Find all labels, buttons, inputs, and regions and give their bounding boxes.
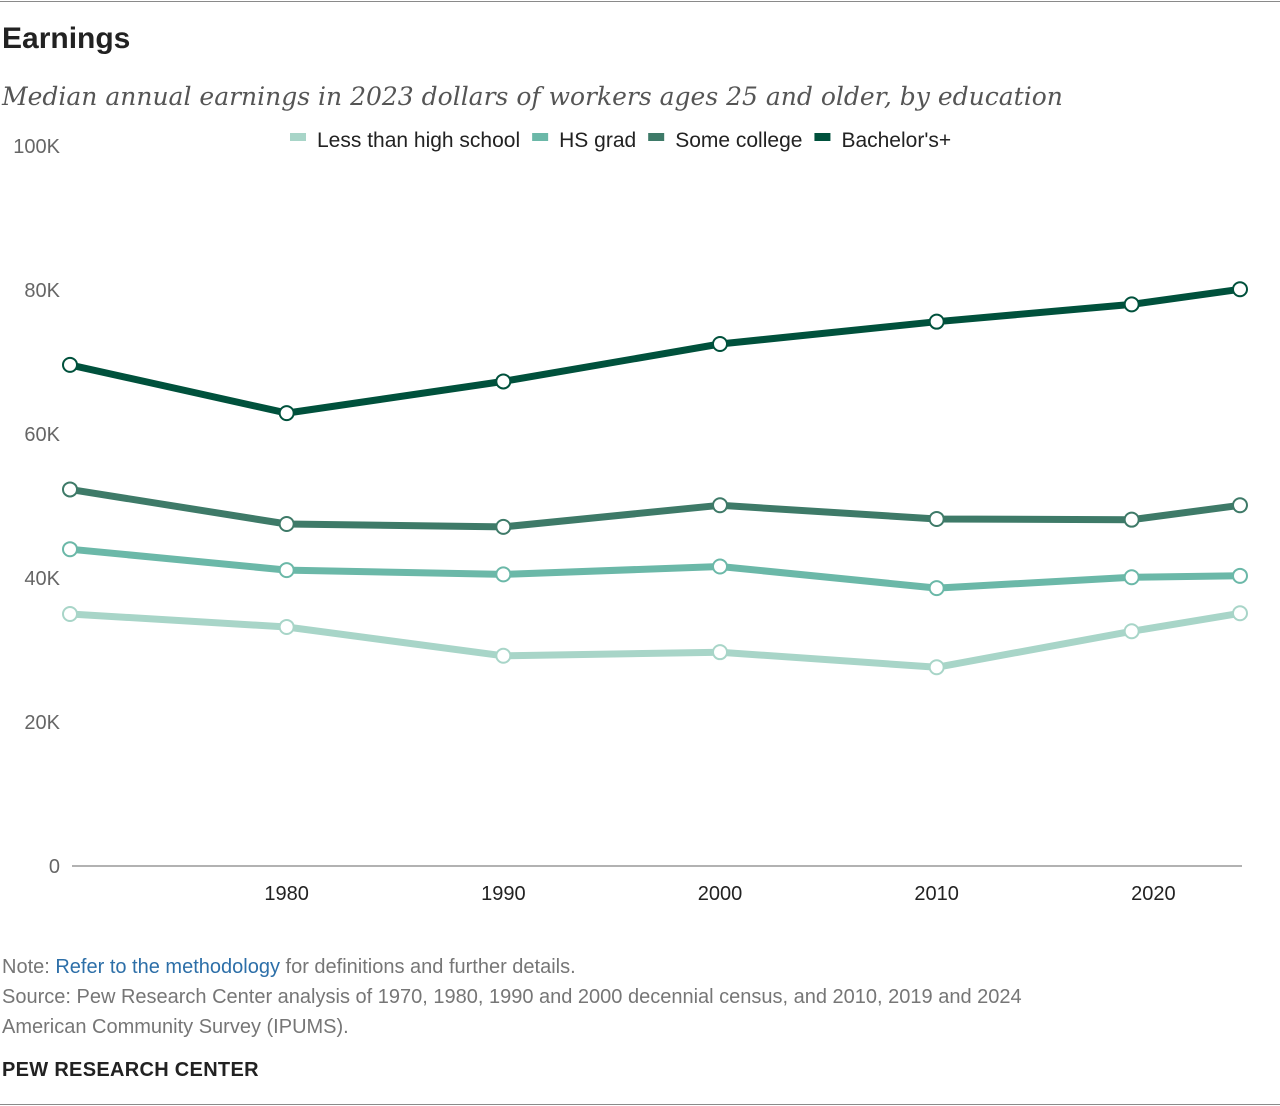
y-tick-label: 20K: [24, 712, 60, 734]
y-tick-label: 40K: [24, 568, 60, 590]
x-tick-label: 2010: [914, 883, 959, 905]
legend-swatch: [648, 133, 665, 141]
data-point: [62, 606, 78, 622]
series-line: [66, 609, 1244, 671]
data-point: [928, 580, 945, 597]
data-point: [62, 481, 78, 498]
data-point: [928, 510, 945, 527]
y-tick-label: 80K: [24, 280, 60, 302]
legend-label: HS grad: [559, 129, 636, 152]
data-point: [928, 659, 945, 676]
data-point: [495, 518, 512, 535]
series-line: [66, 285, 1244, 417]
legend-label: Less than high school: [317, 129, 520, 152]
chart-notes: Note: Refer to the methodology for defin…: [2, 952, 1272, 1042]
legend-swatch: [532, 133, 549, 141]
data-point: [495, 373, 512, 390]
legend-swatch: [290, 133, 306, 141]
x-axis-labels: 1980 1990 2000 2010 2020: [264, 883, 1175, 905]
data-point: [712, 644, 728, 661]
chart-legend: Less than high school HS grad Some college…: [290, 129, 951, 152]
top-rule: [0, 1, 1280, 2]
data-point: [1123, 569, 1140, 586]
data-point: [1123, 623, 1140, 640]
chart-title: Earnings: [2, 22, 131, 55]
data-point: [278, 562, 295, 579]
data-point: [712, 336, 728, 352]
data-point: [278, 516, 295, 532]
data-point: [278, 618, 295, 635]
data-point: [495, 566, 512, 583]
x-tick-label: 2020: [1131, 883, 1176, 905]
x-tick-label: 1980: [264, 883, 309, 905]
y-axis-labels: 0 20K 40K 60K 80K 100K: [13, 136, 60, 878]
series-lines: [66, 285, 1244, 671]
x-tick-label: 2000: [698, 883, 743, 905]
legend-label: Some college: [675, 129, 802, 152]
x-tick-label: 1990: [481, 883, 526, 905]
line-chart: Less than high school HS grad Some college…: [13, 129, 1248, 905]
data-point: [1123, 511, 1140, 528]
series-points: [62, 281, 1248, 676]
legend-label: Bachelor's+: [841, 129, 951, 152]
source-line-1: Source: Pew Research Center analysis of …: [2, 986, 1022, 1008]
bottom-rule: [0, 1104, 1280, 1105]
y-tick-label: 0: [49, 856, 60, 878]
note-line: Note: Refer to the methodology for defin…: [2, 952, 1272, 982]
note-suffix: for definitions and further details.: [279, 956, 576, 978]
source-line-2: American Community Survey (IPUMS).: [2, 1016, 349, 1038]
legend-swatch: [814, 133, 831, 141]
data-point: [1232, 281, 1248, 298]
data-point: [1232, 497, 1248, 514]
series-line: [66, 545, 1244, 592]
methodology-link[interactable]: Refer to the methodology: [55, 956, 280, 978]
data-point: [62, 541, 78, 558]
data-point: [495, 647, 512, 664]
brand-logo-text: PEW RESEARCH CENTER: [2, 1059, 259, 1081]
data-point: [712, 497, 728, 514]
data-point: [278, 405, 295, 422]
data-point: [1123, 296, 1140, 313]
data-point: [62, 356, 78, 373]
chart-subtitle: Median annual earnings in 2023 dollars o…: [2, 82, 1063, 111]
data-point: [1232, 605, 1248, 622]
y-tick-label: 100K: [13, 136, 60, 158]
y-tick-label: 60K: [24, 424, 60, 446]
note-prefix: Note:: [2, 956, 56, 978]
series-line: [66, 485, 1244, 531]
data-point: [928, 313, 945, 330]
data-point: [1232, 567, 1248, 584]
data-point: [712, 558, 728, 575]
